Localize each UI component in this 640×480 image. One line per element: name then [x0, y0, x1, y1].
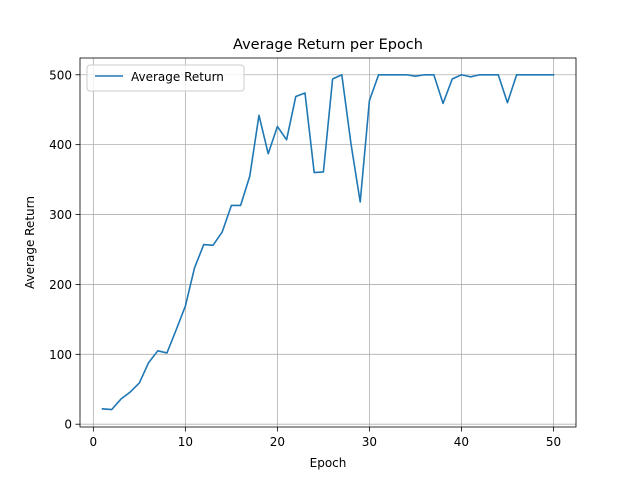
x-tick-label: 20	[270, 435, 285, 449]
y-tick-label: 200	[49, 278, 72, 292]
legend-box	[86, 64, 245, 92]
y-axis-ticks: 0 100 200 300 400 500	[49, 68, 80, 432]
grid	[80, 58, 576, 427]
x-tick-label: 10	[178, 435, 193, 449]
y-tick-label: 0	[64, 418, 72, 432]
legend: Average Return	[86, 64, 245, 92]
y-tick-label: 300	[49, 208, 72, 222]
x-axis-ticks: 0 10 20 30 40 50	[90, 427, 561, 449]
x-tick-label: 30	[362, 435, 377, 449]
chart-title: Average Return per Epoch	[233, 37, 423, 53]
series-layer	[101, 73, 555, 411]
y-axis-label: Average Return	[23, 196, 37, 289]
y-tick-label: 400	[49, 138, 72, 152]
x-tick-label: 50	[546, 435, 561, 449]
x-tick-label: 0	[90, 435, 98, 449]
x-tick-label: 40	[454, 435, 469, 449]
x-axis-label: Epoch	[310, 456, 347, 470]
series-line-average-return	[101, 73, 555, 411]
plot-frame	[79, 57, 577, 428]
legend-label: Average Return	[131, 70, 224, 84]
y-tick-label: 100	[49, 348, 72, 362]
y-tick-label: 500	[49, 68, 72, 82]
